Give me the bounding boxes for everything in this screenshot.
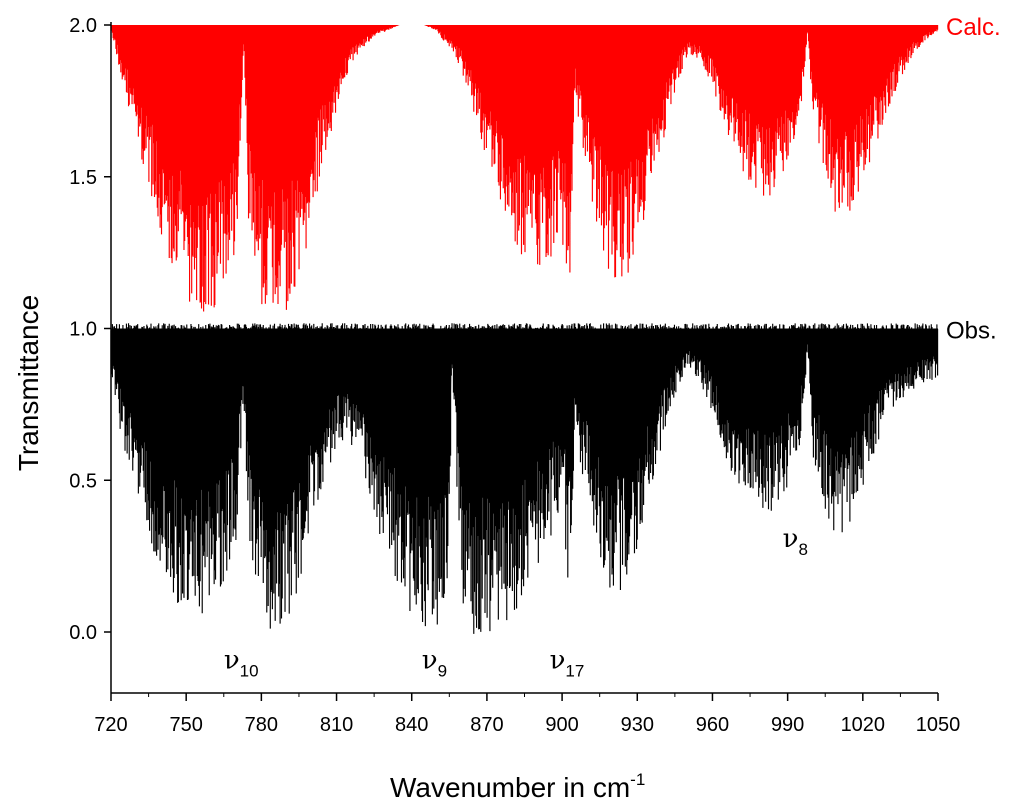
x-tick-label: 840	[395, 714, 428, 736]
band-label-nu: ν	[783, 524, 799, 554]
x-tick-label: 780	[245, 714, 278, 736]
x-tick-label: 930	[621, 714, 654, 736]
band-label-sub: 10	[240, 661, 259, 680]
x-tick-label: 1020	[841, 714, 886, 736]
x-tick-label: 900	[545, 714, 578, 736]
series-fill-obs	[111, 328, 938, 499]
band-label: ν8	[783, 524, 808, 559]
band-label: ν9	[422, 645, 447, 680]
band-label: ν10	[224, 645, 259, 680]
x-axis-title-sup: -1	[630, 770, 645, 789]
y-tick-label: 0.5	[69, 470, 97, 492]
x-axis-title: Wavenumber in cm-1	[390, 770, 645, 803]
series-calc	[110, 25, 939, 312]
band-label: ν17	[550, 645, 585, 680]
y-axis-title: Transmittance	[13, 295, 44, 471]
x-tick-label: 960	[696, 714, 729, 736]
y-tick-label: 0.0	[69, 622, 97, 644]
x-tick-label: 810	[320, 714, 353, 736]
y-tick-label: 2.0	[69, 15, 97, 37]
band-label-nu: ν	[224, 645, 240, 675]
x-tick-label: 1050	[916, 714, 961, 736]
y-ticks: 0.0 0.5 1.0 1.5 2.0	[69, 15, 111, 644]
x-axis-title-main: Wavenumber in cm	[390, 772, 630, 803]
x-tick-label: 750	[169, 714, 202, 736]
series-fill-calc	[111, 25, 938, 187]
plot-marks	[110, 25, 939, 634]
x-tick-label: 720	[94, 714, 127, 736]
y-tick-label: 1.0	[69, 319, 97, 341]
x-ticks: 720 750 780 810 840 870 900 930 960 990 1020 1050	[94, 693, 960, 736]
x-tick-label: 870	[470, 714, 503, 736]
y-tick-label: 1.5	[69, 167, 97, 189]
band-label-sub: 17	[565, 661, 584, 680]
band-label-nu: ν	[422, 645, 438, 675]
band-label-sub: 9	[438, 661, 447, 680]
series-label-obs: Obs.	[946, 318, 997, 345]
x-tick-label: 990	[771, 714, 804, 736]
band-label-sub: 8	[798, 540, 807, 559]
band-label-nu: ν	[550, 645, 566, 675]
series-labels: Calc. Obs.	[946, 14, 1001, 345]
series-label-calc: Calc.	[946, 14, 1001, 41]
series-obs	[110, 323, 939, 634]
